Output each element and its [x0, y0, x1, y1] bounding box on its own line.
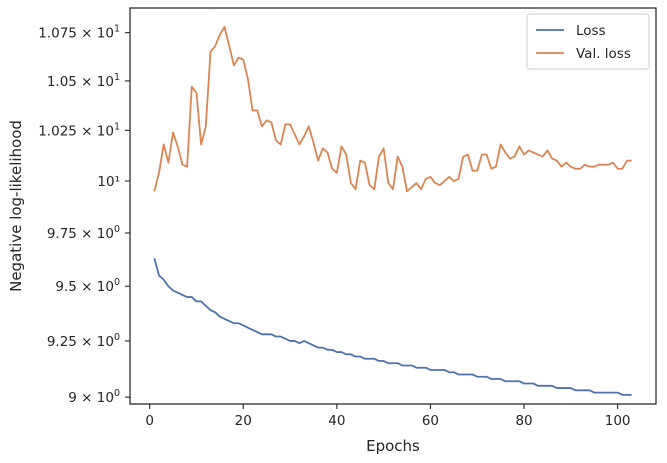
legend-label-val-loss: Val. loss — [576, 46, 631, 62]
x-tick-label: 60 — [422, 413, 439, 429]
series-line-val-loss — [153, 26, 632, 193]
y-tick-label: 9 × 100 — [68, 388, 120, 406]
plot-lines — [153, 26, 632, 396]
y-tick-label: 9.5 × 100 — [55, 277, 120, 295]
legend: Loss Val. loss — [526, 13, 650, 70]
x-tick-label: 100 — [605, 413, 631, 429]
x-tick-label: 0 — [145, 413, 154, 429]
y-tick-label: 9.75 × 100 — [47, 224, 120, 242]
legend-box — [526, 13, 650, 70]
x-tick-label: 40 — [328, 413, 345, 429]
y-tick-label: 1.075 × 101 — [38, 24, 120, 42]
legend-label-loss: Loss — [576, 23, 606, 39]
y-tick-label: 1.025 × 101 — [38, 121, 120, 139]
y-tick-label: 10¹ — [97, 174, 120, 190]
x-tick-label: 80 — [515, 413, 532, 429]
series-line-loss — [153, 258, 632, 396]
x-axis-ticks: 0 20 40 60 80 100 — [145, 404, 631, 429]
plot-frame — [129, 7, 657, 405]
y-tick-label: 9.25 × 100 — [47, 332, 120, 350]
x-axis-label: Epochs — [366, 437, 420, 455]
y-tick-label: 1.05 × 101 — [47, 72, 120, 90]
y-axis-ticks: 9 × 100 9.25 × 100 9.5 × 100 9.75 × 100 10¹ 1… — [38, 24, 130, 406]
y-axis-label: Negative log-likelihood — [7, 120, 25, 292]
x-tick-label: 20 — [235, 413, 252, 429]
